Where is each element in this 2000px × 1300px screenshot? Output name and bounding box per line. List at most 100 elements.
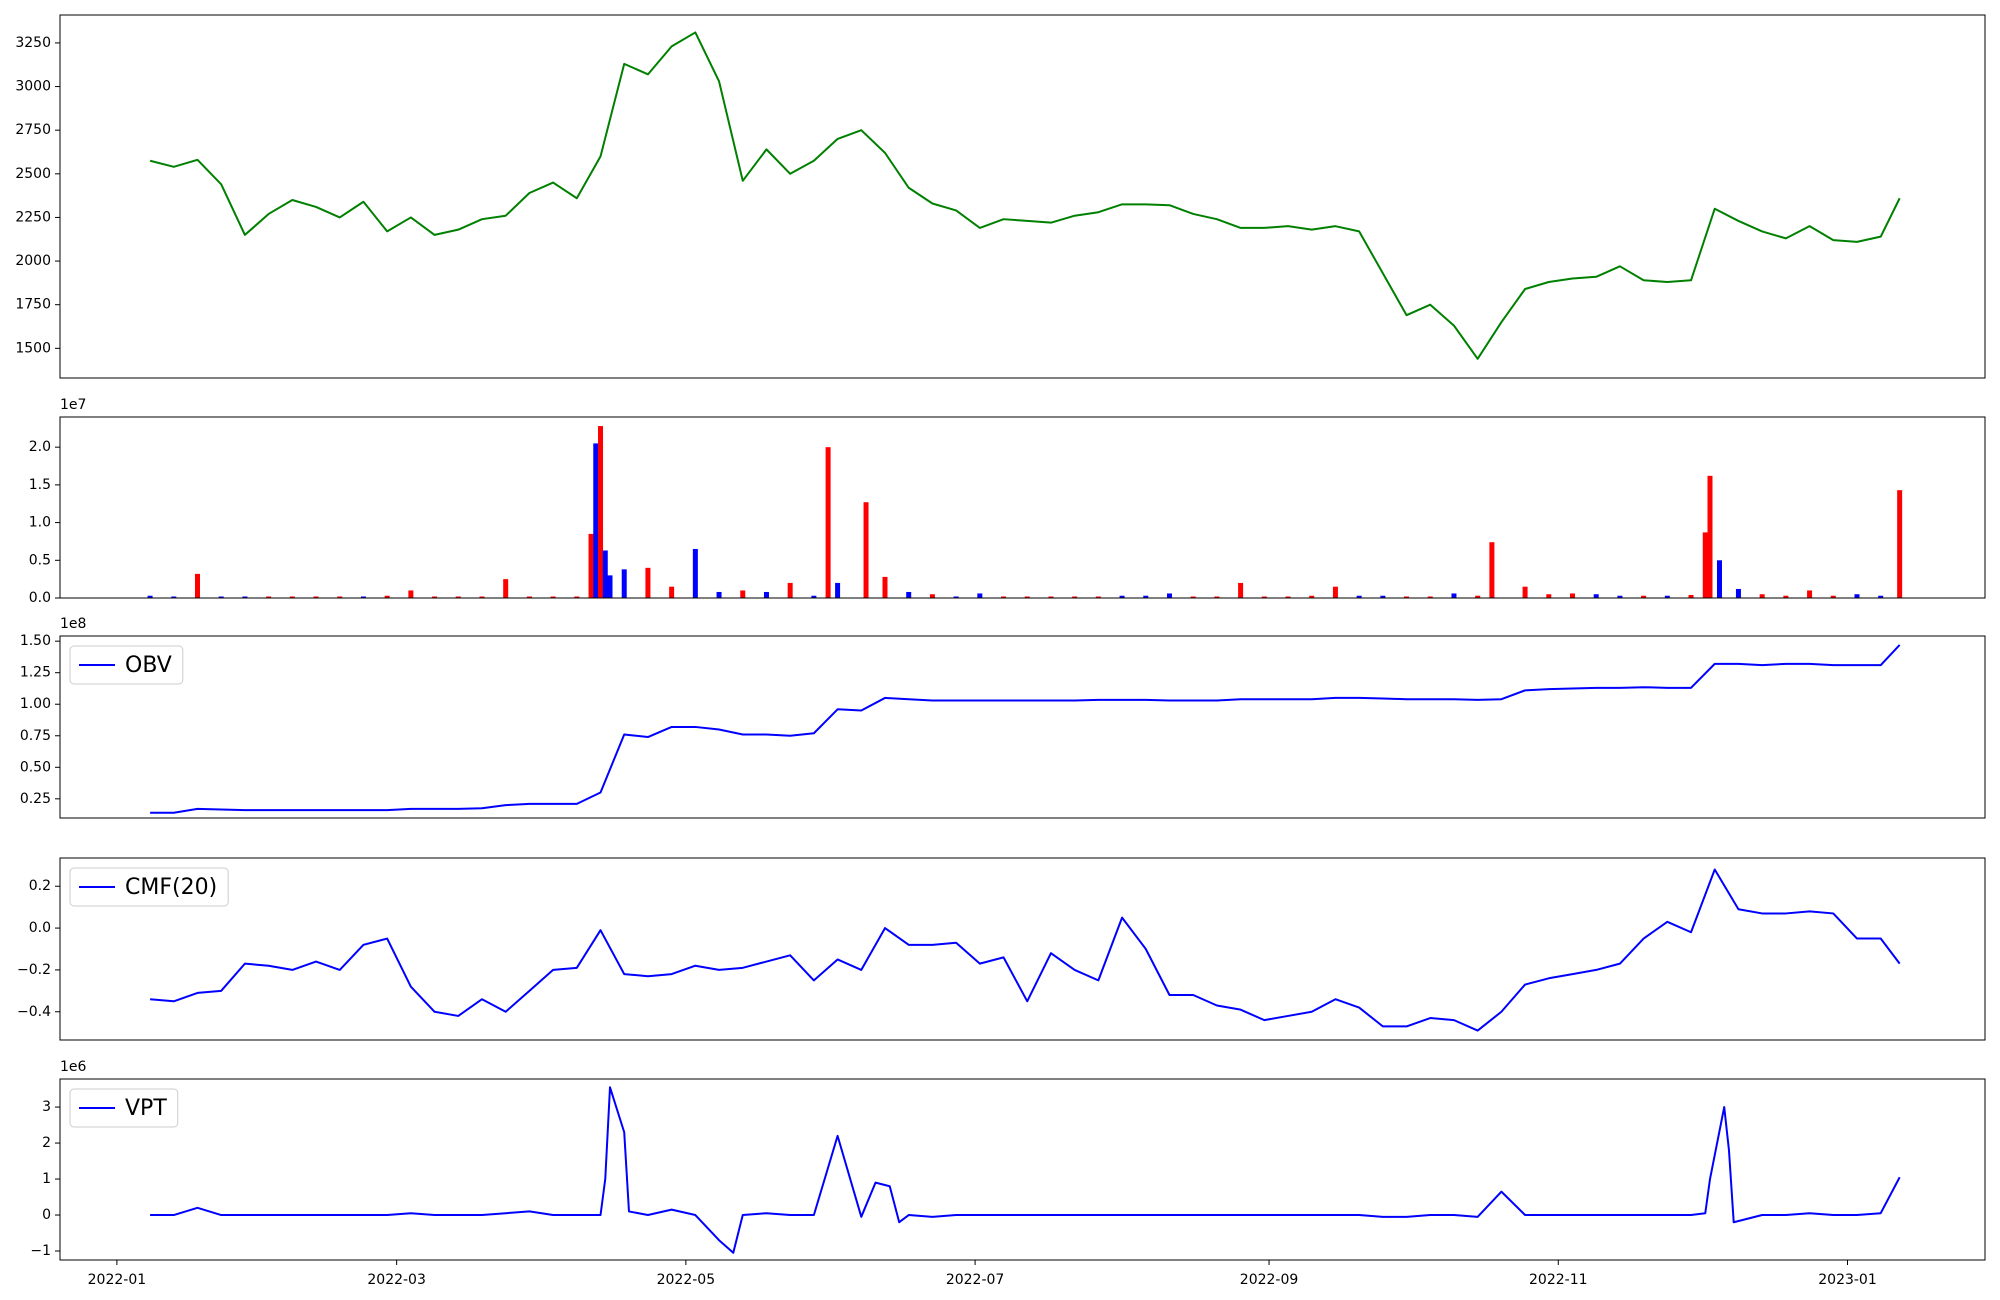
bar	[503, 579, 509, 598]
bar	[1702, 532, 1708, 598]
legend	[69, 645, 184, 685]
bar	[574, 596, 580, 598]
plot-background	[60, 15, 1985, 378]
y-tick-label: 3	[42, 1099, 51, 1115]
y-tick-label: 1.00	[20, 696, 51, 712]
bar	[1072, 596, 1078, 598]
bar	[1427, 596, 1433, 598]
bar	[1166, 593, 1172, 598]
bar	[1617, 595, 1623, 598]
legend	[69, 867, 229, 907]
legend-label: VPT	[125, 1096, 167, 1121]
bar	[763, 591, 769, 598]
y-offset-label: 1e8	[60, 616, 86, 632]
x-tick-label: 2022-01	[88, 1272, 147, 1288]
bar	[692, 548, 698, 598]
bar	[1707, 475, 1713, 598]
line	[149, 31, 1901, 360]
bar	[669, 586, 675, 598]
y-tick-label: 2	[42, 1135, 51, 1151]
plot-frame	[59, 1078, 1986, 1261]
bar	[1759, 594, 1765, 598]
bar	[1190, 596, 1196, 598]
bar	[787, 582, 793, 598]
bar	[1048, 596, 1054, 598]
bar	[266, 596, 272, 598]
line	[150, 644, 1901, 814]
bar	[479, 596, 485, 598]
plot-frame	[59, 635, 1986, 819]
x-tick-label: 2023-01	[1818, 1272, 1877, 1288]
y-offset-label: 1e7	[60, 397, 86, 413]
y-tick-label: 2750	[15, 122, 51, 138]
bar	[740, 590, 746, 598]
y-tick-label: 0.0	[29, 590, 51, 606]
y-tick-label: 1500	[15, 340, 51, 356]
line	[150, 1086, 1901, 1254]
y-tick-label: 0.50	[20, 759, 51, 775]
bar	[929, 594, 935, 598]
bar	[593, 443, 599, 598]
y-tick-label: −1	[30, 1243, 51, 1259]
y-tick-label: 1.50	[20, 633, 51, 649]
y-tick-label: 0.0	[29, 920, 51, 936]
bar	[1095, 596, 1101, 598]
y-tick-label: 2.0	[29, 439, 51, 455]
bar	[1807, 590, 1813, 598]
bar	[811, 595, 817, 598]
y-tick-label: 0.2	[29, 878, 51, 894]
bar	[1830, 595, 1836, 598]
bar	[1664, 595, 1670, 598]
bar	[1332, 586, 1338, 598]
bar	[1854, 594, 1860, 598]
bar	[337, 596, 343, 598]
bar	[882, 576, 888, 598]
bar	[1546, 594, 1552, 598]
y-tick-label: 0.75	[20, 728, 51, 744]
legend-label: OBV	[125, 653, 172, 678]
bar	[550, 596, 556, 598]
y-tick-label: 0.25	[20, 791, 51, 807]
bar	[360, 596, 366, 598]
bar	[1380, 595, 1386, 598]
y-tick-label: 1.0	[29, 515, 51, 531]
bar	[1489, 542, 1495, 598]
bar	[1716, 560, 1722, 598]
bar	[455, 596, 461, 598]
bar	[607, 575, 613, 598]
y-tick-label: 2500	[15, 166, 51, 182]
bar	[408, 590, 414, 598]
bar	[1735, 588, 1741, 598]
bar	[1404, 596, 1410, 598]
y-tick-label: 2000	[15, 253, 51, 269]
bar	[1143, 595, 1149, 598]
y-tick-label: 2250	[15, 209, 51, 225]
plot-background	[60, 636, 1985, 818]
bar	[195, 573, 200, 598]
legend-label: CMF(20)	[125, 875, 217, 900]
x-tick-label: 2022-05	[657, 1272, 716, 1288]
bar	[1024, 596, 1030, 598]
x-tick-label: 2022-07	[946, 1272, 1005, 1288]
bar	[1641, 595, 1647, 598]
line	[150, 868, 1901, 1032]
plot-background	[60, 1079, 1985, 1260]
bar	[1356, 595, 1362, 598]
legend	[69, 1088, 179, 1128]
bar	[645, 567, 651, 598]
y-tick-label: −0.2	[17, 962, 51, 978]
bar	[1285, 596, 1291, 598]
y-tick-label: 0	[42, 1207, 51, 1223]
plot-background	[60, 858, 1985, 1040]
plot-frame	[59, 14, 1986, 379]
y-tick-label: 3000	[15, 79, 51, 95]
bar	[1475, 595, 1481, 598]
bar	[1783, 595, 1789, 598]
bar	[242, 596, 248, 598]
bar	[218, 596, 224, 598]
bar	[1878, 595, 1884, 598]
bar	[953, 596, 959, 598]
bar	[621, 569, 627, 598]
y-tick-label: −0.4	[17, 1004, 51, 1020]
